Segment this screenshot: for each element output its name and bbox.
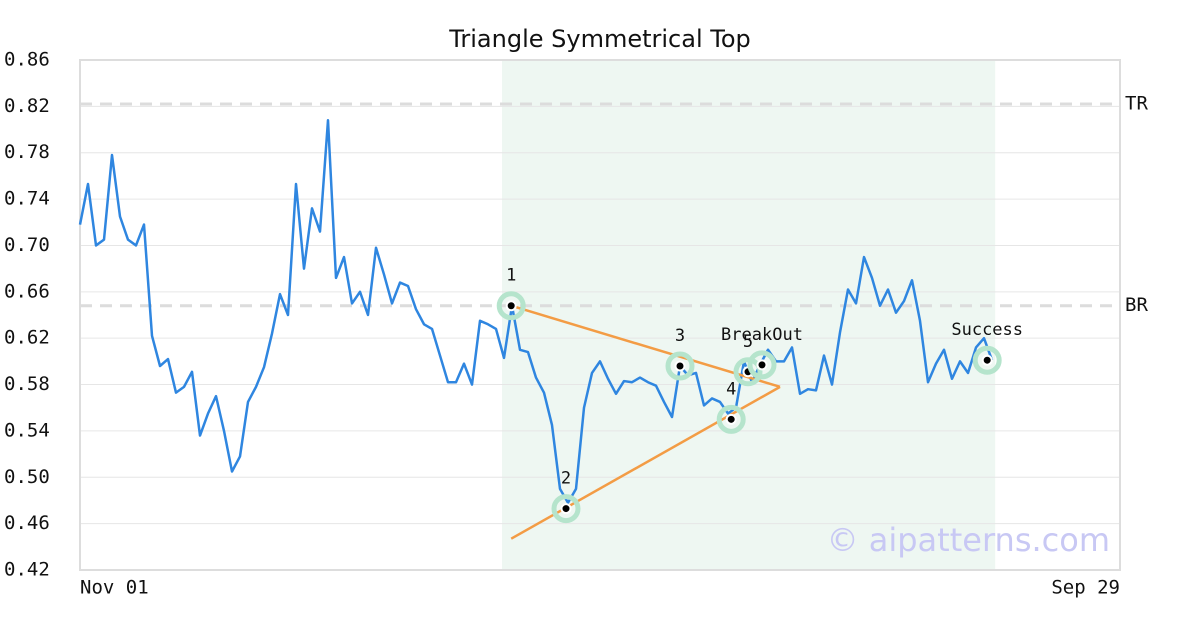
- point-marker: [560, 503, 572, 515]
- point-label: BreakOut: [721, 325, 803, 345]
- y-tick-label: 0.42: [4, 559, 50, 581]
- point-halo: [716, 404, 746, 434]
- point-label: Success: [951, 320, 1023, 340]
- y-tick-label: 0.50: [4, 466, 50, 488]
- y-tick-label: 0.86: [4, 49, 50, 71]
- point-label: 4: [726, 379, 736, 399]
- point-marker: [725, 413, 737, 425]
- point-halo: [665, 351, 695, 381]
- x-tick-label: Sep 29: [1051, 577, 1120, 599]
- point-label: 1: [506, 266, 516, 286]
- point-label: 2: [561, 469, 571, 489]
- y-tick-label: 0.62: [4, 327, 50, 349]
- plot-frame: [79, 59, 1121, 571]
- y-tick-label: 0.78: [4, 141, 50, 163]
- point-marker: [674, 360, 686, 372]
- point-halo: [551, 494, 581, 524]
- y-tick-label: 0.46: [4, 512, 50, 534]
- point-label: 5: [743, 332, 753, 352]
- y-tick-label: 0.82: [4, 95, 50, 117]
- point-label: 3: [675, 326, 685, 346]
- reference-label: TR: [1125, 93, 1148, 115]
- y-tick-label: 0.54: [4, 419, 50, 441]
- y-tick-label: 0.74: [4, 188, 50, 210]
- y-tick-label: 0.66: [4, 280, 50, 302]
- y-tick-label: 0.58: [4, 373, 50, 395]
- point-marker: [981, 354, 993, 366]
- reference-label: BR: [1125, 294, 1148, 316]
- x-tick-label: Nov 01: [80, 577, 149, 599]
- point-halo: [733, 357, 763, 387]
- point-halo: [747, 350, 777, 380]
- point-marker: [505, 300, 517, 312]
- point-marker: [756, 359, 768, 371]
- price-line: [78, 119, 994, 505]
- pattern-region: [502, 60, 996, 570]
- chart-title: Triangle Symmetrical Top: [448, 25, 751, 53]
- point-halo: [496, 291, 526, 321]
- watermark: © aipatterns.com: [827, 521, 1110, 559]
- point-halo: [972, 345, 1002, 375]
- y-tick-label: 0.70: [4, 234, 50, 256]
